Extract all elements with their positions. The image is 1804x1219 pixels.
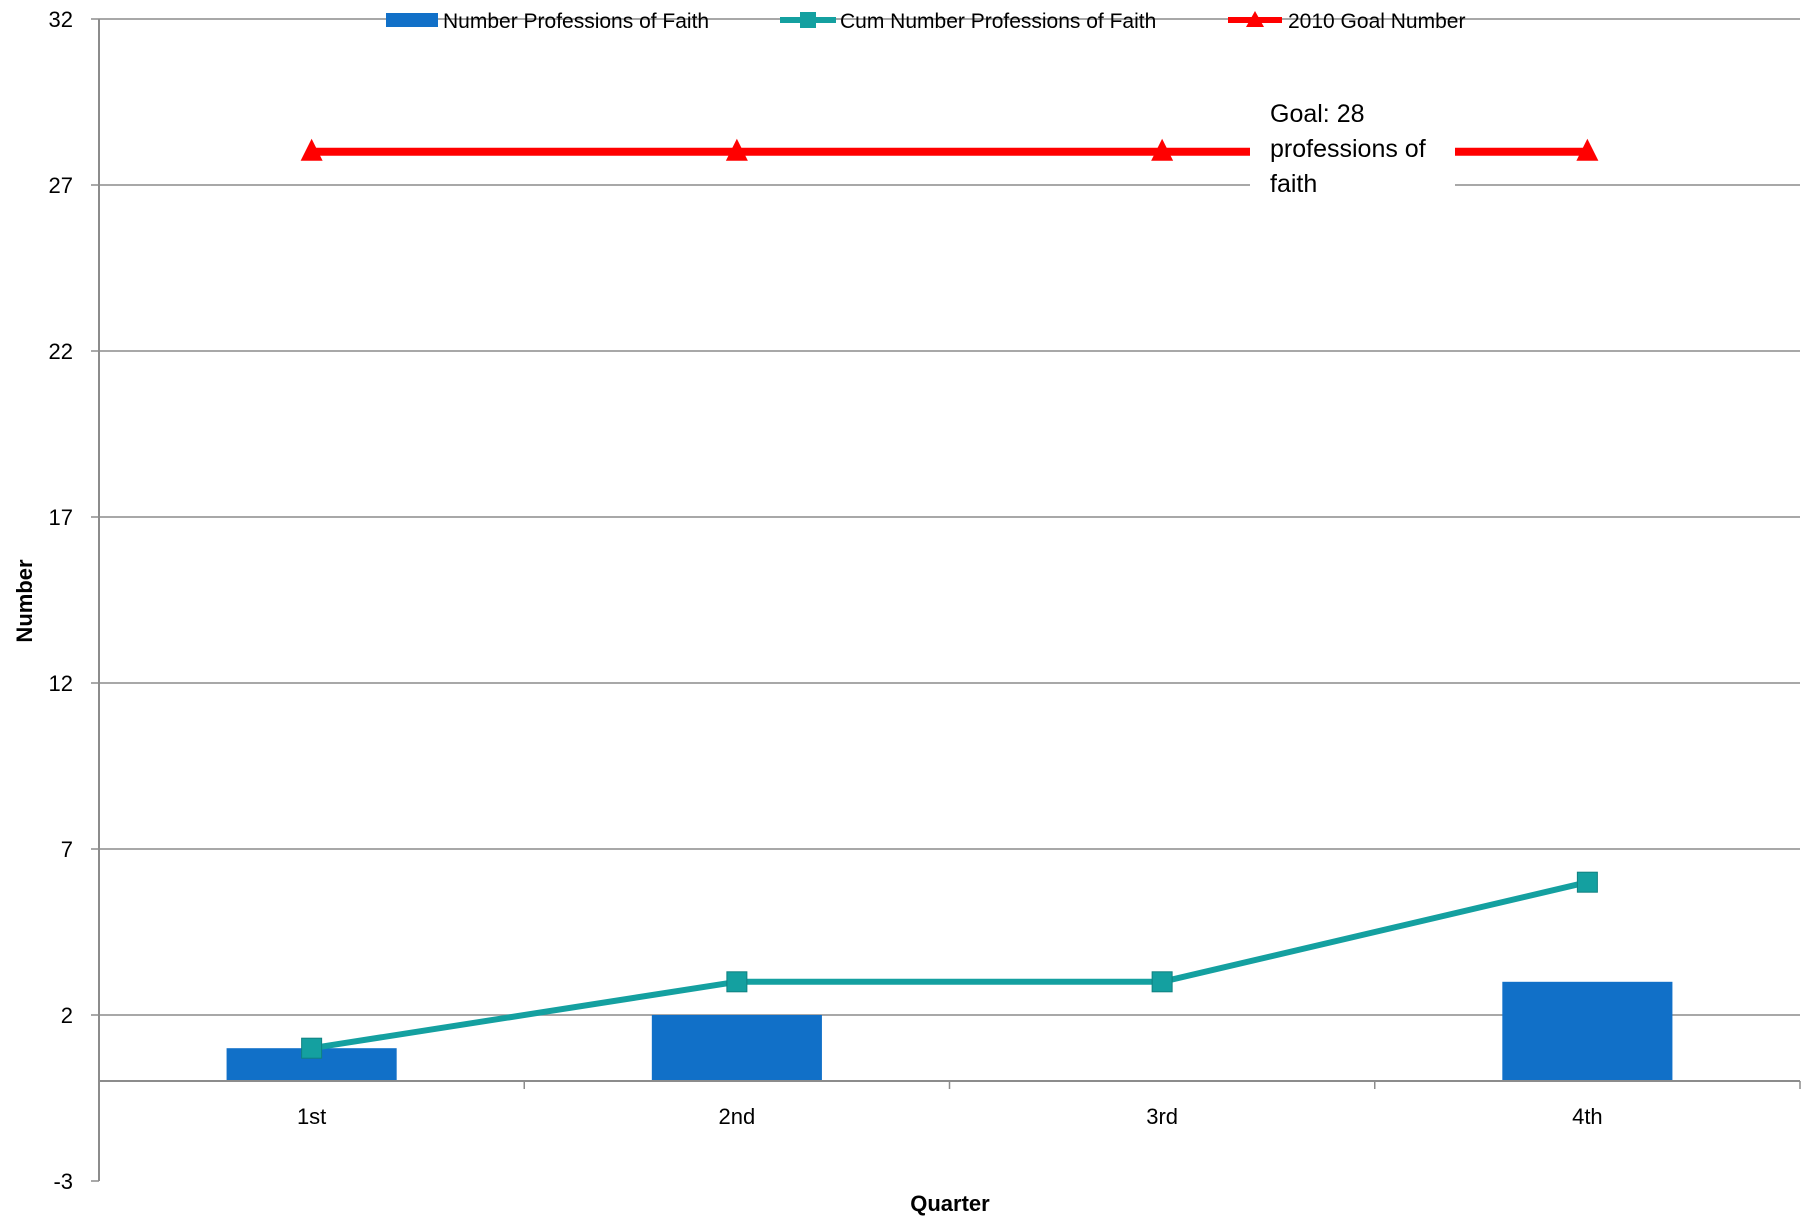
y-tick-label-5: 22 [49, 339, 73, 364]
legend-swatch-cum-marker [800, 12, 816, 28]
legend-swatch-bar [386, 13, 438, 27]
y-tick-label-6: 27 [49, 173, 73, 198]
y-tick-label-4: 17 [49, 505, 73, 530]
x-tick-label-1: 2nd [719, 1104, 756, 1129]
cum-marker-2 [1151, 971, 1173, 993]
goal-marker-0 [300, 138, 323, 161]
line-series [300, 138, 1599, 1059]
x-tick-labels: 1st 2nd 3rd 4th [297, 1104, 1603, 1129]
legend: Number Professions of Faith Cum Number P… [386, 10, 1465, 33]
bar-1 [651, 1015, 822, 1081]
annotation-line-2: professions of [1270, 135, 1426, 163]
x-tick-label-2: 3rd [1146, 1104, 1178, 1129]
y-tick-label-7: 32 [49, 7, 73, 32]
cum-marker-0 [301, 1037, 323, 1059]
bar-series [226, 981, 1673, 1081]
annotation-line-3: faith [1270, 170, 1317, 198]
y-axis-title: Number [12, 559, 37, 643]
y-tick-label-1: 2 [61, 1003, 73, 1028]
y-tick-label-2: 7 [61, 837, 73, 862]
goal-annotation: Goal: 28 professions of faith [1250, 95, 1455, 207]
cum-marker-1 [726, 971, 748, 993]
legend-label-bar: Number Professions of Faith [443, 10, 709, 33]
cum-marker-3 [1576, 871, 1598, 893]
x-tick-label-3: 4th [1572, 1104, 1603, 1129]
y-tick-label-0: -3 [53, 1169, 73, 1194]
legend-swatch-goal-marker [1246, 11, 1264, 27]
x-tick-label-0: 1st [297, 1104, 326, 1129]
goal-marker-1 [725, 138, 748, 161]
x-axis-title: Quarter [910, 1191, 990, 1216]
y-tick-label-3: 12 [49, 671, 73, 696]
goal-marker-3 [1576, 138, 1599, 161]
legend-label-cum: Cum Number Professions of Faith [840, 10, 1156, 33]
annotation-background [1250, 95, 1455, 207]
legend-label-goal: 2010 Goal Number [1288, 10, 1465, 33]
bar-3 [1502, 981, 1673, 1081]
gridlines [99, 18, 1800, 1016]
axes [91, 18, 1801, 1182]
goal-marker-2 [1151, 138, 1174, 161]
annotation-line-1: Goal: 28 [1270, 100, 1365, 128]
series-line-1 [311, 879, 1589, 1052]
